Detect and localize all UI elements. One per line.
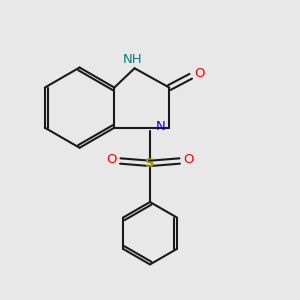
Text: S: S — [145, 157, 155, 170]
Text: NH: NH — [123, 53, 143, 66]
Text: O: O — [183, 153, 194, 166]
Text: O: O — [106, 153, 117, 166]
Text: O: O — [194, 67, 204, 80]
Text: N: N — [156, 120, 166, 133]
